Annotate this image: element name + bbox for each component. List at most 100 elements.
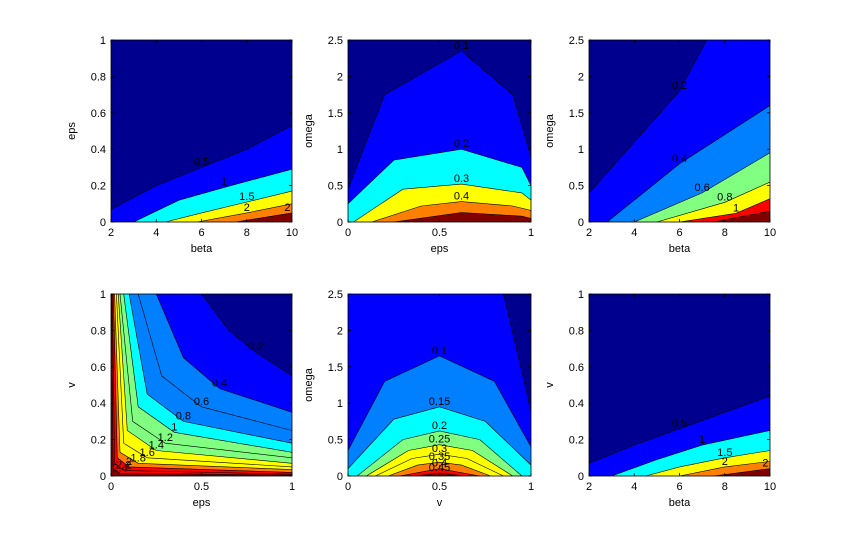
contour-line-4 <box>196 203 292 222</box>
contour-fill-5 <box>111 294 292 476</box>
y-axis-label: eps <box>66 122 78 140</box>
contour-level-label: 1 <box>699 434 705 446</box>
contour-level-label: 1 <box>221 176 227 188</box>
contour-level-label: 0.1 <box>432 345 447 357</box>
contour-level-label: 1.5 <box>717 447 732 459</box>
y-tick-label: 2.5 <box>569 35 584 47</box>
y-tick-label: 2 <box>337 71 343 83</box>
contour-line-1 <box>375 294 531 411</box>
contour-level-label: 1 <box>733 202 739 214</box>
x-tick-label: 2 <box>586 227 592 239</box>
contour-line-3 <box>634 152 770 222</box>
x-tick-label: 8 <box>722 227 728 239</box>
contour-fill-5 <box>348 212 531 222</box>
contour-line-1 <box>348 50 531 190</box>
y-tick-label: 1 <box>578 289 584 301</box>
x-tick-label: 4 <box>153 227 159 239</box>
x-tick-label: 0.5 <box>432 227 447 239</box>
contour-line-2 <box>156 294 292 413</box>
y-tick-label: 0 <box>100 471 106 483</box>
contour-level-label: 2.5 <box>762 458 777 470</box>
contour-line-5 <box>366 444 513 476</box>
contour-level-label: 1 <box>171 421 177 433</box>
x-tick-label: 8 <box>244 227 250 239</box>
contour-line-4 <box>679 461 770 476</box>
y-tick-label: 0 <box>100 217 106 229</box>
contour-level-label: 0.5 <box>672 418 687 430</box>
y-tick-label: 1 <box>100 289 106 301</box>
contour-line-3 <box>353 183 531 222</box>
contour-level-label: 1.2 <box>158 432 173 444</box>
contour-level-label: 0.4 <box>672 153 687 165</box>
contour-level-label: 1.8 <box>131 452 146 464</box>
y-tick-label: 0.2 <box>569 435 584 447</box>
x-tick-label: 6 <box>676 481 682 493</box>
y-tick-label: 0 <box>578 471 584 483</box>
x-axis-label: eps <box>193 497 211 509</box>
contour-line-5 <box>235 212 292 222</box>
y-tick-label: 0.4 <box>91 398 106 410</box>
contour-level-label: 2 <box>244 202 250 214</box>
contour-level-label: 0.2 <box>432 420 447 432</box>
y-tick-label: 0 <box>337 471 343 483</box>
x-tick-label: 0.5 <box>194 481 209 493</box>
contour-level-label: 1.6 <box>140 447 155 459</box>
y-axis-label: v <box>544 382 556 388</box>
x-tick-label: 6 <box>676 227 682 239</box>
contour-level-label: 0.2 <box>672 80 687 92</box>
contour-line-4 <box>128 294 292 444</box>
contour-level-label: 2.2 <box>116 460 131 472</box>
y-tick-label: 1 <box>578 144 584 156</box>
contour-fill-5 <box>589 468 770 476</box>
contour-line-11 <box>112 294 292 475</box>
contour-line-4 <box>371 201 531 222</box>
x-tick-label: 0 <box>345 227 351 239</box>
y-tick-label: 0.8 <box>91 325 106 337</box>
contour-level-label: 0.5 <box>194 156 209 168</box>
x-axis-label: beta <box>191 243 213 255</box>
contour-line-6 <box>713 210 770 222</box>
y-tick-label: 0.5 <box>328 435 343 447</box>
contour-line-3 <box>165 190 292 222</box>
x-tick-label: 0.5 <box>432 481 447 493</box>
contour-fill-6 <box>589 211 770 222</box>
x-tick-label: 4 <box>631 227 637 239</box>
y-tick-label: 2 <box>337 325 343 337</box>
contour-level-label: 0.3 <box>432 443 447 455</box>
y-axis-label: omega <box>303 367 315 402</box>
contour-line-6 <box>375 453 504 476</box>
contour-line-3 <box>645 450 770 476</box>
contour-line-8 <box>399 468 480 476</box>
contour-level-label: 0.1 <box>454 40 469 52</box>
x-tick-label: 6 <box>198 227 204 239</box>
y-tick-label: 0.2 <box>91 181 106 193</box>
x-tick-label: 0 <box>108 481 114 493</box>
x-tick-label: 1 <box>289 481 295 493</box>
contour-line-7 <box>388 461 491 476</box>
x-tick-label: 1 <box>528 227 534 239</box>
contour-level-label: 0.8 <box>176 410 191 422</box>
contour-level-label: 0.15 <box>429 396 450 408</box>
contour-fill-5 <box>589 198 770 222</box>
x-tick-label: 1 <box>528 481 534 493</box>
x-tick-label: 2 <box>586 481 592 493</box>
contour-line-7 <box>117 294 292 464</box>
y-tick-label: 1 <box>337 144 343 156</box>
x-tick-label: 10 <box>764 481 776 493</box>
y-tick-label: 0.5 <box>569 181 584 193</box>
contour-line-1 <box>589 395 770 464</box>
contour-level-label: 0.25 <box>429 434 450 446</box>
contour-level-label: 0.2 <box>248 341 263 353</box>
contour-line-12 <box>111 294 292 476</box>
contour-line-8 <box>116 294 292 468</box>
y-tick-label: 0.2 <box>91 435 106 447</box>
contour-level-label: 0.6 <box>194 396 209 408</box>
y-tick-label: 0.4 <box>91 144 106 156</box>
y-axis-label: omega <box>544 113 556 148</box>
contour-level-label: 2 <box>126 456 132 468</box>
y-tick-label: 0 <box>578 217 584 229</box>
contour-level-label: 0.3 <box>454 173 469 185</box>
contour-fill-4 <box>111 203 292 222</box>
subplot-2: 0.1 0.2 0.3 0.4 0 0.5 1 0 0.5 1 1.5 2 2.5 eps omega <box>303 35 534 255</box>
